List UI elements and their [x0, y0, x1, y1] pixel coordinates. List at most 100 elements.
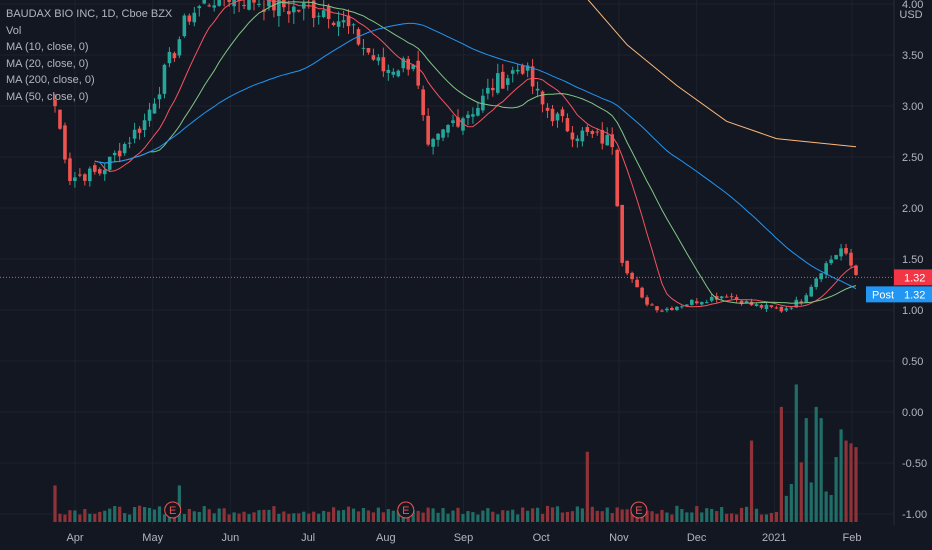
earnings-marker-label: E: [169, 505, 176, 517]
candle-body: [690, 299, 694, 305]
candle-body: [416, 60, 420, 86]
candle-body: [326, 6, 331, 20]
candle-body: [685, 304, 689, 306]
volume-bar: [506, 510, 510, 522]
volume-bar: [297, 513, 301, 522]
x-tick-label: Dec: [687, 532, 707, 544]
last-price-value: 1.32: [904, 272, 925, 284]
candle-body: [605, 135, 610, 146]
candle-body: [321, 10, 326, 18]
volume-bar: [83, 509, 87, 522]
volume-bar: [272, 506, 276, 522]
candle-body: [346, 15, 351, 27]
volume-bar: [147, 507, 152, 522]
volume-bar: [287, 513, 291, 522]
candle-body: [83, 174, 87, 181]
candle-body: [157, 94, 162, 100]
ma20-line: [94, 1, 857, 304]
candle-body: [680, 306, 684, 308]
volume-bar: [824, 491, 828, 522]
ma10-line: [94, 0, 857, 308]
candle-body: [545, 107, 550, 111]
volume-bar: [381, 512, 385, 522]
volume-bar: [356, 511, 361, 522]
candle-body: [630, 272, 634, 280]
volume-bar: [794, 384, 798, 522]
candle-body: [491, 87, 495, 91]
candle-body: [540, 91, 545, 105]
candle-body: [530, 66, 535, 87]
candle-body: [152, 103, 157, 114]
candle-body: [376, 57, 381, 61]
volume-bar: [565, 511, 570, 522]
volume-bar: [327, 511, 331, 522]
candle-body: [212, 5, 217, 8]
candle-body: [655, 306, 659, 311]
volume-bar: [570, 511, 575, 522]
candle-body: [650, 304, 654, 306]
candle-body: [625, 260, 629, 274]
candle-body: [202, 0, 207, 4]
volume-bar: [690, 512, 694, 522]
candle-body: [341, 20, 346, 23]
volume-bar: [197, 511, 201, 522]
volume-bar: [78, 514, 82, 522]
volume-bar: [411, 510, 415, 522]
volume-bar: [575, 506, 579, 522]
candle-body: [764, 304, 769, 310]
earnings-marker: [164, 501, 182, 519]
candle-body: [366, 48, 371, 53]
moving-averages: [94, 0, 857, 308]
candle-body: [734, 297, 739, 300]
candle-body: [456, 117, 460, 127]
legend-ma50[interactable]: MA (50, close, 0): [6, 90, 89, 103]
candle-body: [819, 273, 823, 280]
legend-ma20[interactable]: MA (20, close, 0): [6, 57, 89, 70]
candle-body: [804, 295, 809, 303]
candle-body: [620, 204, 624, 263]
candle-body: [406, 58, 411, 70]
legend-ma200[interactable]: MA (200, close, 0): [6, 74, 95, 86]
candle-body: [351, 24, 356, 26]
volume-bar: [590, 506, 594, 522]
volume-bar: [630, 511, 634, 522]
volume-bar: [446, 513, 450, 522]
candle-body: [854, 265, 858, 275]
volume-bar: [665, 512, 669, 522]
candle-body: [451, 120, 455, 124]
x-tick-label: Oct: [533, 532, 550, 544]
candle-body: [844, 247, 848, 254]
time-axis[interactable]: Apr May Jun Jul Aug Sep Oct Nov Dec 2021 Feb: [66, 532, 861, 544]
candle-body: [401, 58, 406, 69]
candle-body: [520, 65, 525, 74]
candle-body: [296, 9, 301, 12]
volume-bar: [675, 505, 679, 522]
symbol-title[interactable]: BAUDAX BIO INC, 1D, Cboe BZX: [6, 8, 173, 20]
candle-body: [809, 286, 814, 297]
legend-ma10[interactable]: MA (10, close, 0): [6, 41, 89, 53]
volume-bar: [267, 509, 271, 522]
volume-bar: [471, 512, 475, 522]
volume-bar: [844, 440, 848, 522]
volume-bar: [366, 510, 371, 522]
volume-bar: [63, 514, 67, 522]
candle-body: [789, 307, 794, 309]
candle-body: [580, 130, 585, 142]
volume-bar: [725, 513, 729, 522]
volume-bar: [277, 513, 281, 522]
candle-body: [217, 0, 221, 6]
candle-body: [525, 65, 530, 71]
volume-bar: [695, 506, 699, 522]
volume-bar: [680, 509, 684, 522]
volume-bar: [550, 507, 555, 522]
legend-vol[interactable]: Vol: [6, 24, 22, 37]
price-axis[interactable]: 4.00 3.50 3.00 2.50 2.00 1.50 1.00 0.50 0.00 -0.5…: [902, 0, 927, 521]
candle-body: [849, 252, 853, 266]
volume-bar: [58, 513, 62, 522]
x-tick-label: May: [142, 532, 163, 544]
candle-body: [277, 0, 281, 16]
volume-bar: [312, 511, 316, 522]
volume-bar: [336, 510, 341, 522]
